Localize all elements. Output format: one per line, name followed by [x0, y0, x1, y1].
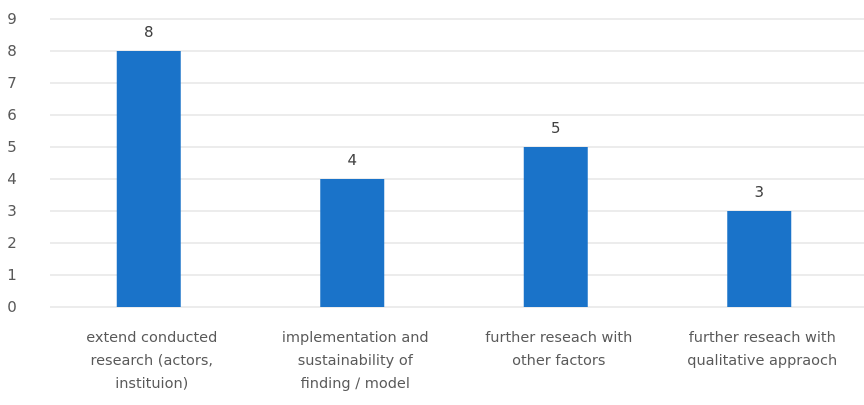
category-label-line: finding / model [301, 376, 410, 392]
category-label-line: further reseach with [689, 330, 836, 346]
category-label-line: qualitative appraoch [687, 353, 837, 369]
category-label-2: further reseach with other factors [485, 330, 632, 369]
category-label-3: further reseach with qualitative appraoch [687, 330, 837, 369]
y-tick-label-0: 0 [7, 298, 17, 316]
category-labels: extend conducted research (actors, institu… [86, 330, 837, 392]
gridlines [50, 18, 864, 308]
category-label-1: implementation and sustainability of findi… [282, 330, 429, 392]
data-label-2: 5 [551, 119, 561, 137]
y-tick-label-1: 1 [7, 266, 17, 284]
y-tick-label-5: 5 [7, 138, 17, 156]
bar-0 [116, 51, 181, 307]
category-label-line: research (actors, [90, 353, 213, 369]
category-label-0: extend conducted research (actors, institu… [86, 330, 217, 392]
category-label-line: further reseach with [485, 330, 632, 346]
data-label-3: 3 [754, 183, 764, 201]
category-label-line: other factors [512, 353, 605, 369]
bar-3 [727, 211, 792, 307]
data-label-1: 4 [347, 151, 357, 169]
category-label-line: sustainability of [298, 353, 414, 369]
y-axis-ticks: 0 1 2 3 4 5 6 7 8 9 [7, 10, 17, 316]
y-tick-label-6: 6 [7, 106, 17, 124]
bar-2 [523, 147, 588, 307]
y-tick-label-9: 9 [7, 10, 17, 28]
data-label-0: 8 [144, 23, 154, 41]
bars [116, 51, 792, 307]
bar-1 [320, 179, 385, 307]
y-tick-label-3: 3 [7, 202, 17, 220]
y-tick-label-2: 2 [7, 234, 17, 252]
y-tick-label-4: 4 [7, 170, 17, 188]
y-tick-label-8: 8 [7, 42, 17, 60]
category-label-line: instituion) [115, 376, 188, 392]
data-labels: 8 4 5 3 [144, 23, 764, 201]
y-tick-label-7: 7 [7, 74, 17, 92]
category-label-line: implementation and [282, 330, 429, 346]
category-label-line: extend conducted [86, 330, 217, 346]
